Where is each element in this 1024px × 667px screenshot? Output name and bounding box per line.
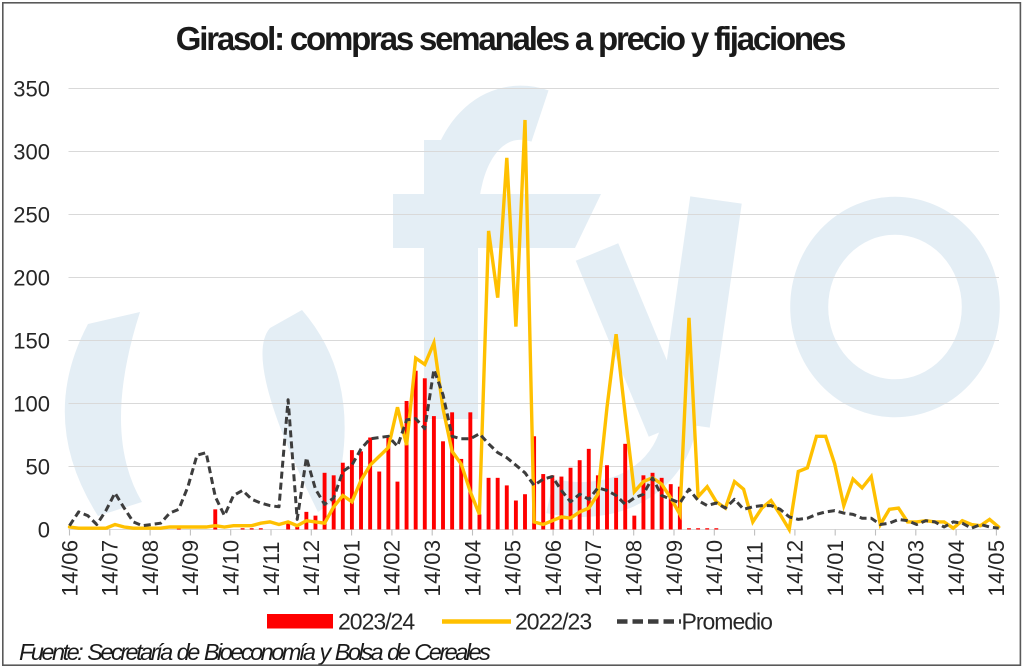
svg-text:14/05: 14/05 [984, 539, 1009, 596]
svg-text:150: 150 [13, 328, 50, 353]
svg-text:200: 200 [13, 265, 50, 290]
svg-text:350: 350 [13, 76, 50, 101]
svg-text:14/09: 14/09 [178, 539, 203, 596]
svg-text:14/06: 14/06 [541, 539, 566, 596]
svg-text:14/06: 14/06 [57, 539, 82, 596]
svg-text:0: 0 [38, 517, 50, 542]
svg-text:2022/23: 2022/23 [515, 609, 591, 635]
svg-text:14/08: 14/08 [138, 539, 163, 596]
svg-text:2023/24: 2023/24 [338, 609, 415, 635]
svg-text:14/03: 14/03 [904, 539, 929, 596]
svg-text:14/12: 14/12 [299, 539, 324, 596]
svg-text:14/10: 14/10 [702, 539, 727, 596]
svg-text:14/09: 14/09 [662, 539, 687, 596]
svg-text:14/12: 14/12 [783, 539, 808, 596]
svg-text:50: 50 [26, 454, 50, 479]
svg-text:14/01: 14/01 [339, 539, 364, 596]
svg-text:100: 100 [13, 391, 50, 416]
svg-text:250: 250 [13, 202, 50, 227]
svg-text:Promedio: Promedio [682, 609, 773, 635]
svg-text:14/03: 14/03 [420, 539, 445, 596]
svg-text:14/10: 14/10 [219, 539, 244, 596]
svg-text:14/04: 14/04 [460, 539, 485, 596]
svg-text:14/02: 14/02 [380, 539, 405, 596]
svg-text:Fuente: Secretaría de Bioecono: Fuente: Secretaría de Bioeconomía y Bols… [19, 639, 491, 665]
svg-text:300: 300 [13, 139, 50, 164]
svg-text:Girasol: compras semanales a p: Girasol: compras semanales a precio y fi… [176, 20, 845, 57]
svg-text:14/05: 14/05 [501, 539, 526, 596]
svg-text:14/07: 14/07 [581, 539, 606, 596]
svg-text:14/07: 14/07 [98, 539, 123, 596]
svg-text:14/04: 14/04 [944, 539, 969, 596]
svg-text:14/11: 14/11 [259, 541, 284, 596]
svg-text:14/01: 14/01 [823, 539, 848, 596]
svg-text:14/11: 14/11 [742, 541, 767, 596]
svg-text:14/08: 14/08 [622, 539, 647, 596]
svg-text:14/02: 14/02 [863, 539, 888, 596]
